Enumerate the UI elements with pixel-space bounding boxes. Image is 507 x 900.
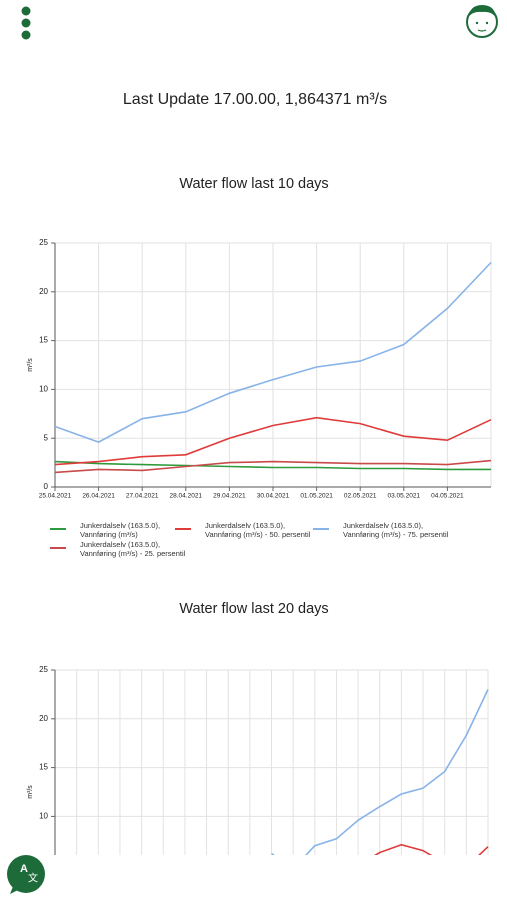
y-tick-label: 20 <box>39 714 48 723</box>
legend-item: Junkerdalselv (163.5.0), Vannføring (m³/… <box>50 540 198 558</box>
legend-label: Junkerdalselv (163.5.0), Vannføring (m³/… <box>80 540 186 558</box>
menu-button[interactable] <box>21 6 31 40</box>
y-tick-label: 15 <box>39 336 48 345</box>
y-axis-label: m³/s <box>27 358 34 372</box>
legend-swatch <box>175 528 191 530</box>
x-tick-label: 25.04.2021 <box>39 493 72 500</box>
chart: 10 15 20 25 <box>39 665 489 855</box>
legend-swatch <box>50 547 66 549</box>
translate-button[interactable]: A 文 <box>7 855 45 894</box>
x-tick-label: 28.04.2021 <box>170 493 203 500</box>
x-tick-label: 01.05.2021 <box>300 493 333 500</box>
avatar[interactable] <box>466 5 498 38</box>
chart: 25.04.2021 26.04.2021 27.04.2021 28.04.2021… <box>39 238 492 500</box>
legend-label: Junkerdalselv (163.5.0), Vannføring (m³/… <box>205 521 311 539</box>
y-tick-label: 20 <box>39 287 48 296</box>
series-line <box>271 689 489 855</box>
x-tick-label: 03.05.2021 <box>388 493 421 500</box>
legend-label: Junkerdalselv (163.5.0), Vannføring (m³/… <box>80 521 161 539</box>
y-tick-label: 10 <box>39 812 48 821</box>
status-text: Last Update 17.00.00, 1,864371 m³/s <box>123 91 387 108</box>
icon-glyph: A <box>20 863 28 875</box>
x-tick-label: 02.05.2021 <box>344 493 377 500</box>
legend-item: Junkerdalselv (163.5.0), Vannføring (m³/… <box>313 521 461 539</box>
icon-glyph: 文 <box>28 872 38 885</box>
y-tick-label: 15 <box>39 763 48 772</box>
x-tick-label: 29.04.2021 <box>213 493 246 500</box>
series-line <box>54 460 491 471</box>
series-line <box>373 843 489 855</box>
y-tick-label: 25 <box>39 238 48 247</box>
x-tick-label: 26.04.2021 <box>82 493 115 500</box>
legend-item: Junkerdalselv (163.5.0), Vannføring (m³/… <box>175 521 323 539</box>
y-tick-label: 25 <box>39 665 48 674</box>
x-tick-label: 27.04.2021 <box>126 493 159 500</box>
y-tick-label: 0 <box>44 482 49 491</box>
legend-item: Junkerdalselv (163.5.0), Vannføring (m³/… <box>50 521 198 539</box>
legend-swatch <box>313 528 329 530</box>
series-line <box>54 459 492 474</box>
y-tick-label: 10 <box>39 385 48 394</box>
x-tick-label: 04.05.2021 <box>431 493 464 500</box>
chart-title: Water flow last 20 days <box>179 601 328 617</box>
series-line <box>54 416 492 466</box>
y-tick-label: 5 <box>44 433 49 442</box>
x-tick-label: 30.04.2021 <box>257 493 290 500</box>
legend-swatch <box>50 528 66 530</box>
series-line <box>54 261 492 443</box>
chart-title: Water flow last 10 days <box>179 176 328 192</box>
legend-label: Junkerdalselv (163.5.0), Vannføring (m³/… <box>343 521 449 539</box>
y-axis-label: m³/s <box>27 785 34 799</box>
